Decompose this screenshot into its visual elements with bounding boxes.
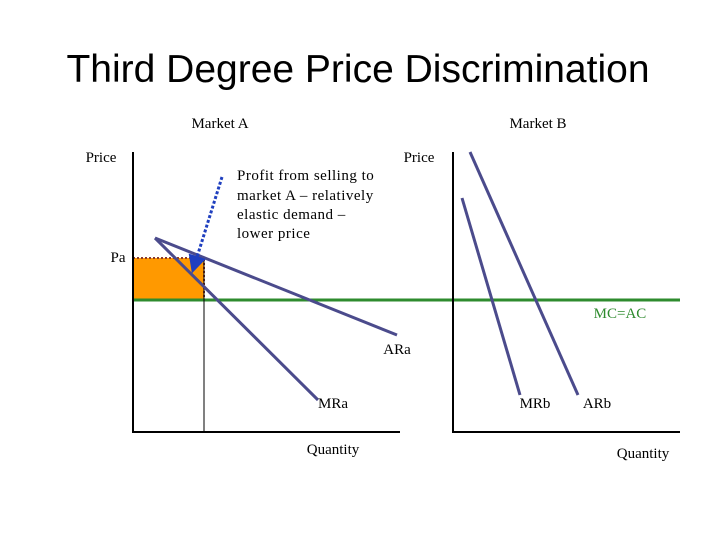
annotation-line: market A – relatively xyxy=(237,188,374,204)
mr-curve xyxy=(153,236,320,402)
x-axis-label: Quantity xyxy=(307,442,360,458)
annotation-line: lower price xyxy=(237,226,310,242)
mr-label: MRa xyxy=(318,396,348,412)
y-axis-label: Price xyxy=(86,150,117,166)
demand-label: ARb xyxy=(583,396,611,412)
demand-label: ARa xyxy=(383,342,411,358)
y-axis-label: Price xyxy=(404,150,435,166)
x-axis-label: Quantity xyxy=(617,446,670,462)
market-b-heading: Market B xyxy=(509,116,566,132)
price-label: Pa xyxy=(111,250,126,266)
demand-curve xyxy=(468,151,580,396)
title: Third Degree Price Discrimination xyxy=(66,48,649,91)
mr-curve xyxy=(460,197,522,396)
cost-label: MC=AC xyxy=(594,306,647,322)
market-a-heading: Market A xyxy=(191,116,248,132)
annotation-line: elastic demand – xyxy=(237,207,346,223)
annotation-arrow xyxy=(188,176,224,274)
annotation-line: Profit from selling to xyxy=(237,168,374,184)
mr-label: MRb xyxy=(520,396,551,412)
